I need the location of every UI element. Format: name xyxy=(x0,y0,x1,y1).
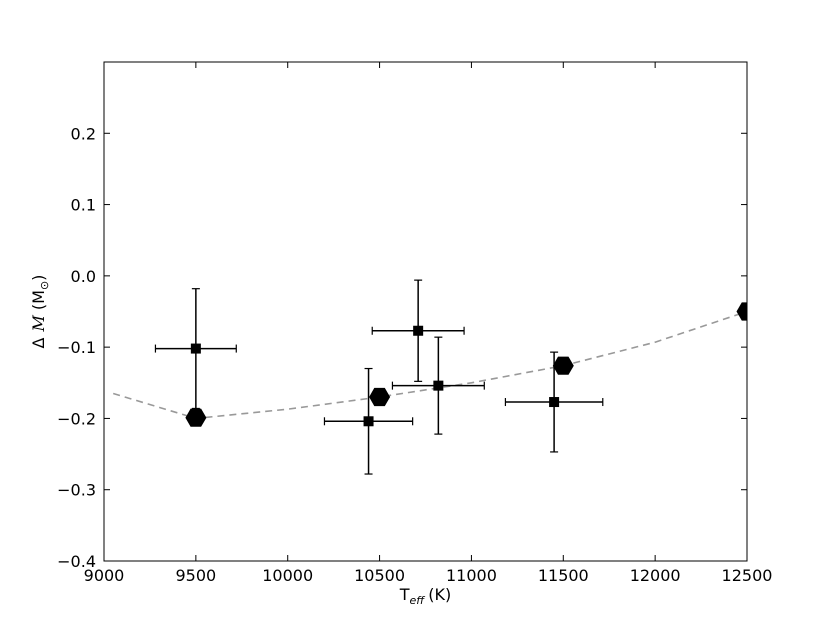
hexagon-marker xyxy=(736,302,747,321)
x-axis-label: Teff (K) xyxy=(399,585,451,607)
hexagon-marker xyxy=(369,387,391,407)
y-axis-label-unit-sub: ⊙ xyxy=(38,281,51,290)
x-tick-label: 9000 xyxy=(84,566,125,585)
y-axis-label-prefix: Δ xyxy=(29,337,48,348)
x-axis-label-unit: (K) xyxy=(428,585,451,604)
square-marker xyxy=(190,343,201,354)
y-axis-label-var: M xyxy=(29,314,48,332)
plot-frame xyxy=(103,61,748,562)
y-tick-label: 0.2 xyxy=(71,124,96,143)
x-tick-label: 11500 xyxy=(538,566,589,585)
x-tick-label: 12500 xyxy=(722,566,773,585)
y-tick-label: −0.4 xyxy=(57,552,96,571)
y-axis-label-unit-close: ) xyxy=(29,275,48,281)
x-axis-label-main: T xyxy=(399,585,410,604)
y-axis-label-unit-open: (M xyxy=(29,290,48,310)
x-tick-label: 12000 xyxy=(630,566,681,585)
hexagon-marker xyxy=(552,356,574,375)
square-marker xyxy=(413,325,424,336)
x-tick-label: 11000 xyxy=(446,566,497,585)
marker-layer xyxy=(185,302,747,427)
ticks-layer: 9000 9500 10000 10500 11000 11500 12000 12500 −0… xyxy=(57,62,772,585)
y-axis-label: ΔM (M⊙) xyxy=(29,275,51,349)
y-tick-label: 0.0 xyxy=(71,267,96,286)
model-dashed-line xyxy=(112,310,747,420)
errorbar-layer xyxy=(154,279,604,475)
x-axis-label-sub: eff xyxy=(410,594,426,607)
square-marker xyxy=(363,416,374,427)
square-marker xyxy=(549,397,560,408)
y-tick-label: −0.1 xyxy=(57,338,96,357)
hexagon-marker xyxy=(185,408,207,427)
x-tick-label: 10000 xyxy=(262,566,313,585)
x-tick-label: 9500 xyxy=(175,566,216,585)
square-marker xyxy=(433,380,444,391)
y-tick-label: −0.2 xyxy=(57,409,96,428)
y-tick-label: 0.1 xyxy=(71,196,96,215)
model-curve-layer xyxy=(112,310,747,420)
x-tick-label: 10500 xyxy=(354,566,405,585)
y-tick-label: −0.3 xyxy=(57,481,96,500)
